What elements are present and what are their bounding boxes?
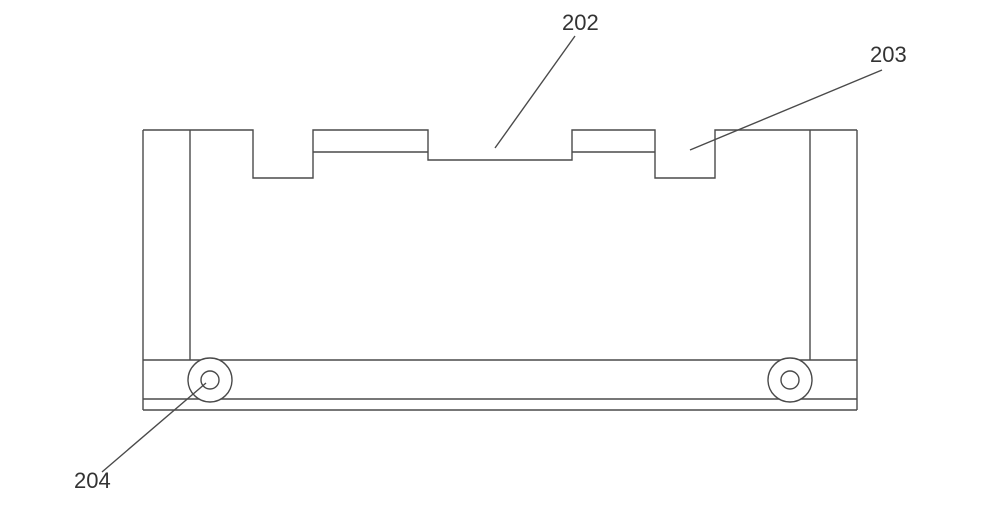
engineering-figure: 202 203 204 <box>0 0 1000 510</box>
label-204: 204 <box>74 468 111 493</box>
label-203: 203 <box>870 42 907 67</box>
top-contour <box>143 130 857 178</box>
wheel-outer-1 <box>768 358 812 402</box>
leader-202 <box>495 36 575 148</box>
leader-203 <box>690 70 882 150</box>
wheel-outer-0 <box>188 358 232 402</box>
leader-204 <box>102 383 206 472</box>
label-202: 202 <box>562 10 599 35</box>
